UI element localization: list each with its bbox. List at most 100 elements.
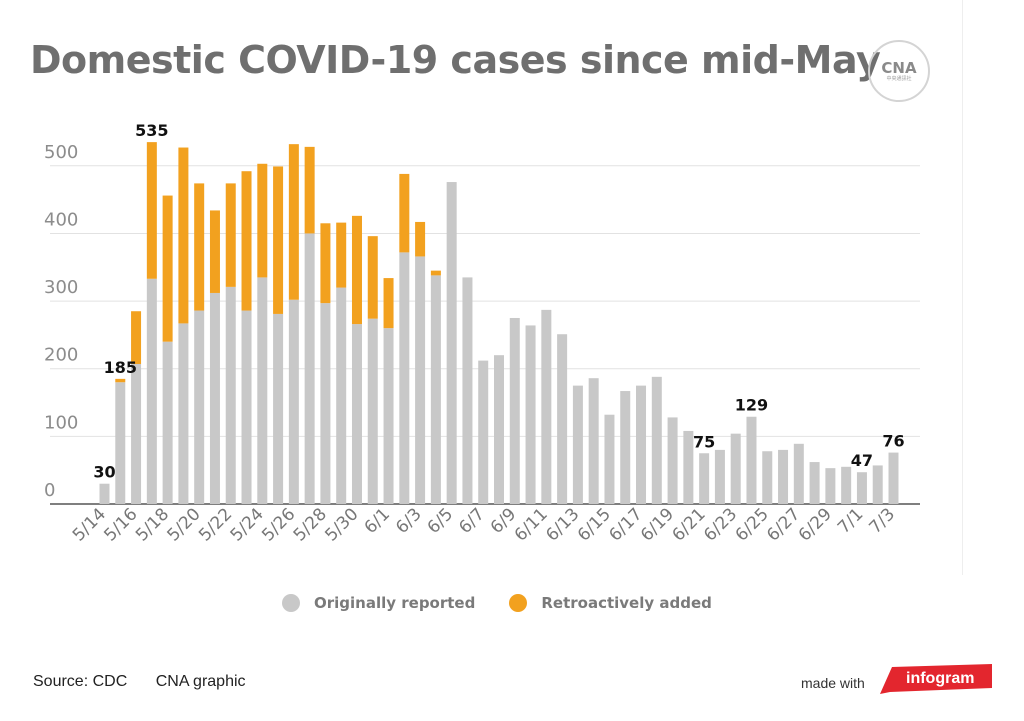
- bar-original-6/9: [509, 317, 520, 504]
- bar-original-6/3: [415, 256, 426, 504]
- infogram-badge[interactable]: [880, 664, 992, 694]
- bar-original-5/21: [209, 292, 220, 504]
- bar-original-6/30: [841, 466, 852, 504]
- bar-original-6/26: [778, 449, 789, 504]
- bar-original-6/23: [730, 433, 741, 504]
- bar-original-5/18: [162, 341, 173, 504]
- bar-retroactive-5/23: [241, 171, 252, 311]
- x-tick-label: 5/28: [290, 504, 331, 545]
- x-tick-label: 6/3: [392, 504, 425, 537]
- data-label: 185: [104, 358, 137, 377]
- data-label: 47: [851, 451, 873, 470]
- bar-original-5/20: [194, 310, 205, 504]
- bar-original-6/20: [683, 430, 694, 504]
- bar-retroactive-5/20: [194, 183, 205, 311]
- y-axis-ticks: 0 100 200 300 400 500: [44, 142, 78, 501]
- legend-item-original[interactable]: Originally reported: [282, 594, 475, 612]
- bar-original-6/16: [620, 391, 631, 504]
- legend-dot-original: [282, 594, 300, 612]
- divider: [962, 0, 963, 575]
- bar-original-7/1: [856, 472, 867, 504]
- bar-retroactive-5/17: [146, 142, 157, 279]
- legend-dot-retroactive: [509, 594, 528, 612]
- bar-original-6/10: [525, 325, 536, 504]
- x-tick-label: 5/30: [321, 504, 362, 545]
- bars: [99, 142, 899, 504]
- x-tick-label: 6/15: [574, 504, 615, 545]
- x-tick-label: 6/27: [763, 504, 804, 545]
- bar-retroactive-5/26: [288, 144, 299, 300]
- bar-original-5/30: [351, 324, 362, 504]
- bar-original-6/13: [572, 385, 583, 504]
- x-tick-label: 6/23: [700, 504, 741, 545]
- bar-original-5/25: [273, 313, 284, 504]
- x-tick-label: 6/21: [669, 504, 710, 545]
- bar-original-6/21: [699, 453, 710, 504]
- source-text: Source: CDC: [33, 673, 128, 690]
- bar-original-7/2: [872, 465, 883, 504]
- bar-original-5/19: [178, 323, 189, 504]
- bar-original-5/15: [115, 382, 126, 504]
- bar-retroactive-5/22: [225, 183, 236, 287]
- bar-retroactive-5/25: [273, 166, 284, 314]
- x-tick-label: 6/1: [361, 504, 394, 537]
- bar-retroactive-5/27: [304, 146, 315, 234]
- x-tick-label: 6/13: [542, 504, 583, 545]
- data-label: 535: [135, 121, 168, 140]
- x-tick-label: 7/3: [866, 504, 899, 537]
- data-label: 129: [735, 396, 768, 415]
- x-tick-label: 6/17: [605, 504, 646, 545]
- bar-original-6/1: [383, 328, 394, 504]
- bar-retroactive-5/18: [162, 195, 173, 342]
- made-with-text: made with: [801, 675, 865, 691]
- bar-original-6/22: [714, 449, 725, 504]
- bar-original-6/8: [494, 355, 504, 504]
- infogram-brand-text: infogram: [906, 670, 975, 687]
- bar-retroactive-5/30: [351, 215, 362, 325]
- legend-item-retroactive[interactable]: Retroactively added: [509, 594, 712, 612]
- x-tick-label: 6/25: [732, 504, 773, 545]
- data-label: 30: [93, 463, 115, 482]
- chart-title: Domestic COVID-19 cases since mid-May: [30, 38, 881, 82]
- x-tick-label: 6/29: [795, 504, 836, 545]
- x-tick-label: 5/16: [100, 504, 141, 545]
- bar-original-6/11: [541, 309, 552, 504]
- bar-original-5/29: [336, 287, 347, 504]
- x-tick-label: 5/26: [258, 504, 299, 545]
- legend: Originally reported Retroactively added: [282, 594, 746, 612]
- y-tick-label: 100: [44, 412, 78, 433]
- bar-retroactive-6/3: [415, 221, 426, 257]
- bar-original-6/28: [809, 462, 820, 504]
- bar-original-5/28: [320, 303, 331, 504]
- x-tick-label: 5/18: [132, 504, 173, 545]
- logo-subtext: 中央通訊社: [886, 75, 912, 82]
- data-label: 76: [882, 432, 904, 451]
- bar-retroactive-6/2: [399, 173, 410, 253]
- bar-original-6/24: [746, 416, 757, 504]
- bar-original-6/6: [462, 277, 473, 504]
- logo-mark: CNA: [881, 58, 917, 77]
- x-tick-label: 6/11: [511, 504, 552, 545]
- bar-original-6/12: [557, 334, 568, 504]
- x-axis: 5/145/165/185/205/225/245/265/285/306/16…: [69, 504, 899, 545]
- x-tick-label: 6/5: [424, 504, 457, 537]
- data-labels: 30 185 535 75 129 47 76: [93, 121, 904, 482]
- bar-original-6/18: [651, 376, 662, 504]
- bar-original-6/29: [825, 468, 836, 504]
- bar-retroactive-5/29: [336, 222, 347, 288]
- bar-original-5/14: [99, 483, 110, 504]
- bar-retroactive-6/1: [383, 278, 394, 329]
- bar-original-5/17: [146, 278, 157, 504]
- bar-original-5/27: [304, 233, 315, 504]
- bar-original-5/23: [241, 310, 252, 504]
- bar-retroactive-5/31: [367, 236, 378, 319]
- bar-original-6/19: [667, 417, 678, 504]
- bar-original-5/26: [288, 299, 299, 504]
- credit-text: CNA graphic: [155, 673, 246, 690]
- cna-logo: CNA 中央通訊社: [868, 40, 930, 102]
- y-tick-label: 500: [44, 142, 78, 163]
- bar-original-6/5: [446, 182, 457, 504]
- y-tick-label: 0: [44, 480, 55, 501]
